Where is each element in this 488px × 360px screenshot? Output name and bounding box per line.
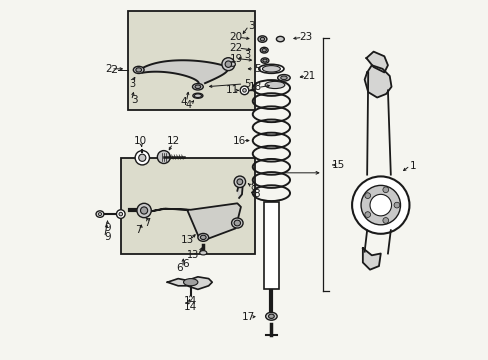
Ellipse shape [260, 37, 264, 41]
Circle shape [224, 61, 231, 67]
Text: 21: 21 [302, 71, 315, 81]
Circle shape [139, 154, 145, 161]
Circle shape [360, 185, 400, 225]
Text: 4: 4 [180, 97, 186, 107]
Circle shape [364, 212, 370, 217]
Text: 7: 7 [144, 218, 150, 228]
Text: 1: 1 [409, 161, 415, 171]
Circle shape [382, 217, 388, 223]
Text: 9: 9 [104, 232, 111, 242]
Text: 12: 12 [167, 136, 180, 145]
Circle shape [222, 58, 234, 71]
Circle shape [137, 203, 151, 218]
Ellipse shape [195, 85, 201, 89]
Text: 14: 14 [183, 296, 197, 306]
Ellipse shape [258, 64, 284, 73]
Text: 6: 6 [176, 263, 183, 273]
Ellipse shape [262, 66, 280, 72]
Ellipse shape [229, 62, 235, 66]
Text: 2: 2 [105, 64, 111, 74]
Ellipse shape [98, 213, 102, 216]
Ellipse shape [136, 68, 142, 72]
Circle shape [382, 187, 388, 193]
Polygon shape [362, 248, 380, 270]
Ellipse shape [200, 235, 206, 239]
Ellipse shape [268, 314, 274, 319]
Circle shape [364, 193, 370, 198]
Text: 11: 11 [225, 85, 238, 95]
Text: 3: 3 [129, 78, 135, 89]
Ellipse shape [194, 94, 201, 98]
Circle shape [116, 210, 125, 219]
Ellipse shape [198, 233, 208, 241]
Ellipse shape [262, 49, 266, 52]
Ellipse shape [277, 75, 290, 81]
Text: 3: 3 [244, 50, 249, 60]
Text: 4: 4 [185, 100, 192, 111]
Ellipse shape [192, 84, 203, 90]
FancyBboxPatch shape [128, 12, 255, 110]
Text: 8: 8 [250, 182, 256, 192]
Polygon shape [145, 203, 241, 239]
Text: 19: 19 [229, 54, 243, 64]
Circle shape [237, 179, 242, 185]
Text: 23: 23 [298, 32, 311, 42]
Text: 3: 3 [131, 95, 138, 105]
Text: 22: 22 [228, 43, 242, 53]
Ellipse shape [261, 58, 268, 63]
Polygon shape [167, 277, 212, 289]
Ellipse shape [258, 36, 266, 42]
Text: 2: 2 [110, 65, 117, 75]
Text: 7: 7 [134, 225, 141, 235]
Ellipse shape [192, 93, 203, 98]
Ellipse shape [276, 36, 284, 42]
Circle shape [234, 176, 245, 188]
Text: 13: 13 [187, 250, 199, 260]
Circle shape [240, 86, 248, 95]
Ellipse shape [280, 76, 286, 80]
Ellipse shape [133, 66, 144, 73]
Text: 5: 5 [244, 79, 250, 89]
Circle shape [157, 150, 170, 163]
Text: 10: 10 [134, 136, 147, 145]
Text: 9: 9 [104, 223, 111, 233]
FancyBboxPatch shape [121, 158, 255, 253]
Circle shape [242, 89, 246, 92]
Ellipse shape [96, 211, 104, 217]
Ellipse shape [199, 251, 206, 255]
Text: 3: 3 [248, 21, 254, 31]
Text: 14: 14 [183, 302, 197, 312]
Ellipse shape [260, 47, 267, 53]
Ellipse shape [183, 279, 198, 286]
Text: 17: 17 [241, 312, 254, 322]
Ellipse shape [231, 218, 243, 228]
Circle shape [119, 212, 122, 216]
Polygon shape [237, 180, 242, 198]
Text: 8: 8 [253, 189, 260, 199]
Text: 18: 18 [248, 82, 262, 93]
Text: 5: 5 [253, 64, 260, 74]
Circle shape [369, 194, 391, 216]
Ellipse shape [234, 220, 240, 226]
Text: 20: 20 [228, 32, 242, 42]
Ellipse shape [265, 312, 277, 320]
Polygon shape [366, 51, 387, 72]
Text: 15: 15 [331, 160, 345, 170]
Polygon shape [364, 65, 391, 98]
Circle shape [393, 202, 399, 208]
Circle shape [351, 176, 408, 234]
Text: 16: 16 [233, 136, 246, 145]
Ellipse shape [262, 59, 266, 62]
Polygon shape [142, 60, 227, 85]
Text: 13: 13 [180, 235, 193, 245]
Text: 6: 6 [182, 258, 188, 269]
FancyBboxPatch shape [263, 202, 279, 289]
Ellipse shape [264, 81, 285, 89]
Circle shape [140, 207, 147, 214]
Circle shape [135, 150, 149, 165]
